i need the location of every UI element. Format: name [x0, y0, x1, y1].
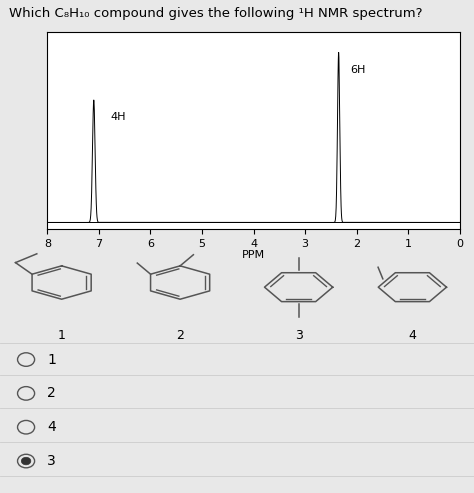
Text: Which C₈H₁₀ compound gives the following ¹H NMR spectrum?: Which C₈H₁₀ compound gives the following…	[9, 7, 423, 20]
Text: 2: 2	[47, 387, 56, 400]
Text: 2: 2	[176, 329, 184, 342]
Text: 1: 1	[58, 329, 65, 342]
Text: 6H: 6H	[350, 65, 366, 75]
Text: 4H: 4H	[110, 112, 126, 122]
X-axis label: PPM: PPM	[242, 250, 265, 260]
Text: 3: 3	[295, 329, 302, 342]
Text: 4: 4	[47, 420, 56, 434]
Text: 4: 4	[409, 329, 416, 342]
Circle shape	[21, 458, 31, 465]
Text: 3: 3	[47, 454, 56, 468]
Text: 1: 1	[47, 352, 56, 367]
